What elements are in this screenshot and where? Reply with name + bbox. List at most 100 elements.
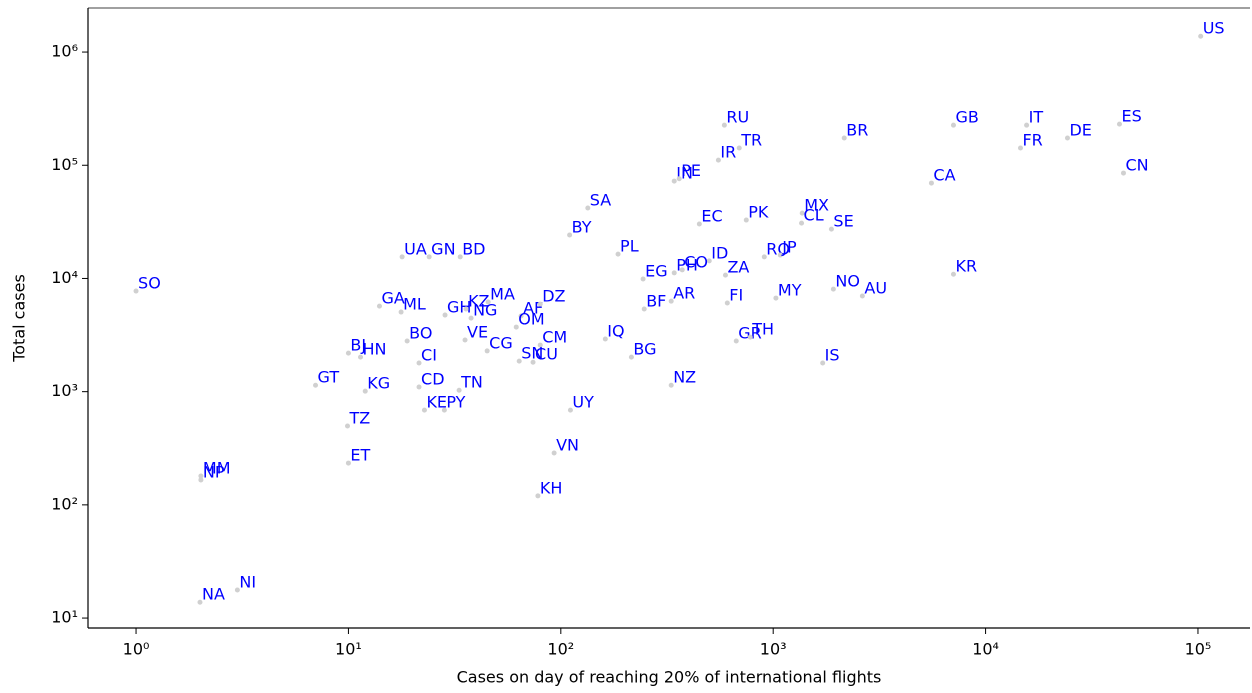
point	[841, 135, 847, 141]
point-label: NI	[239, 572, 256, 591]
point-label: UA	[404, 239, 427, 258]
point	[585, 205, 591, 211]
point	[468, 315, 474, 321]
point-label: ID	[711, 243, 728, 262]
x-tick-label: 10²	[547, 640, 574, 659]
point-label: EC	[701, 206, 722, 225]
point	[421, 407, 427, 413]
point	[736, 145, 742, 151]
point-label: PY	[446, 393, 465, 412]
point-label: GT	[318, 368, 340, 387]
point	[234, 587, 240, 593]
point	[537, 342, 543, 348]
point	[602, 336, 608, 342]
point	[345, 423, 351, 429]
point-label: FI	[729, 286, 743, 305]
point-label: KH	[540, 478, 563, 497]
point-label: FR	[1022, 131, 1042, 150]
point-label: NO	[835, 272, 860, 291]
point	[679, 267, 685, 273]
x-tick-label: 10⁰	[123, 640, 150, 659]
point	[1064, 135, 1070, 141]
point-label: BY	[572, 218, 592, 237]
point-label: CU	[535, 345, 558, 364]
y-tick-label: 10⁴	[51, 268, 78, 287]
point	[820, 360, 826, 366]
point-label: MY	[778, 281, 802, 300]
point	[426, 254, 432, 260]
point	[950, 271, 956, 277]
point-label: PL	[620, 237, 639, 256]
point	[722, 272, 728, 278]
point-label: CO	[684, 252, 708, 271]
point-label: CL	[804, 206, 824, 225]
point	[761, 254, 767, 260]
point-label: RO	[766, 239, 790, 258]
point	[567, 407, 573, 413]
point	[743, 217, 749, 223]
point	[313, 382, 319, 388]
point	[345, 460, 351, 466]
point	[950, 122, 956, 128]
point	[715, 157, 721, 163]
point	[1116, 121, 1122, 127]
x-axis-label: Cases on day of reaching 20% of internat…	[457, 668, 882, 687]
point	[1198, 33, 1204, 39]
point-label: CG	[489, 333, 513, 352]
point-label: BR	[846, 121, 868, 140]
point-label: BJ	[350, 336, 366, 355]
point	[671, 178, 677, 184]
point-label: NP	[203, 462, 225, 481]
point	[1120, 170, 1126, 176]
point	[441, 407, 447, 413]
y-tick-label: 10³	[51, 381, 78, 400]
point	[198, 473, 204, 479]
point-label: GN	[431, 239, 455, 258]
point	[721, 122, 727, 128]
point	[777, 252, 783, 258]
point	[668, 382, 674, 388]
point	[362, 388, 368, 394]
point-label: KR	[955, 257, 977, 276]
point	[537, 301, 543, 307]
point-label: MX	[804, 196, 829, 215]
x-tick-label: 10⁵	[1185, 640, 1212, 659]
point-label: CI	[421, 346, 437, 365]
point	[345, 350, 351, 356]
point-label: IS	[825, 346, 840, 365]
point-label: ZA	[727, 258, 749, 277]
point	[535, 493, 541, 499]
point	[676, 176, 682, 182]
point-label: RU	[726, 108, 749, 127]
point-label: VN	[556, 436, 579, 455]
point-label: IT	[1029, 108, 1044, 127]
point-label: NA	[202, 585, 225, 604]
point	[671, 270, 677, 276]
point-label: VE	[467, 322, 488, 341]
point-label: ET	[350, 446, 370, 465]
y-tick-label: 10¹	[51, 608, 78, 627]
point-label: BF	[646, 292, 666, 311]
point-label: TN	[460, 373, 483, 392]
x-tick-label: 10⁴	[972, 640, 999, 659]
x-tick-label: 10¹	[335, 640, 362, 659]
y-axis-label: Total cases	[10, 274, 29, 363]
point	[799, 220, 805, 226]
point-label: TR	[740, 131, 762, 150]
point	[706, 258, 712, 264]
point	[859, 293, 865, 299]
point	[1024, 122, 1030, 128]
y-tick-label: 10⁵	[51, 155, 78, 174]
point	[696, 221, 702, 227]
point	[1017, 145, 1023, 151]
point-label: OM	[518, 310, 544, 329]
point-label: GR	[738, 324, 762, 343]
point	[928, 180, 934, 186]
point	[551, 450, 557, 456]
point-label: SE	[833, 212, 853, 231]
point-label: GA	[381, 289, 404, 308]
point	[733, 338, 739, 344]
point-label: JP	[781, 238, 797, 257]
point-label: BG	[633, 340, 656, 359]
point-label: NG	[473, 301, 497, 320]
